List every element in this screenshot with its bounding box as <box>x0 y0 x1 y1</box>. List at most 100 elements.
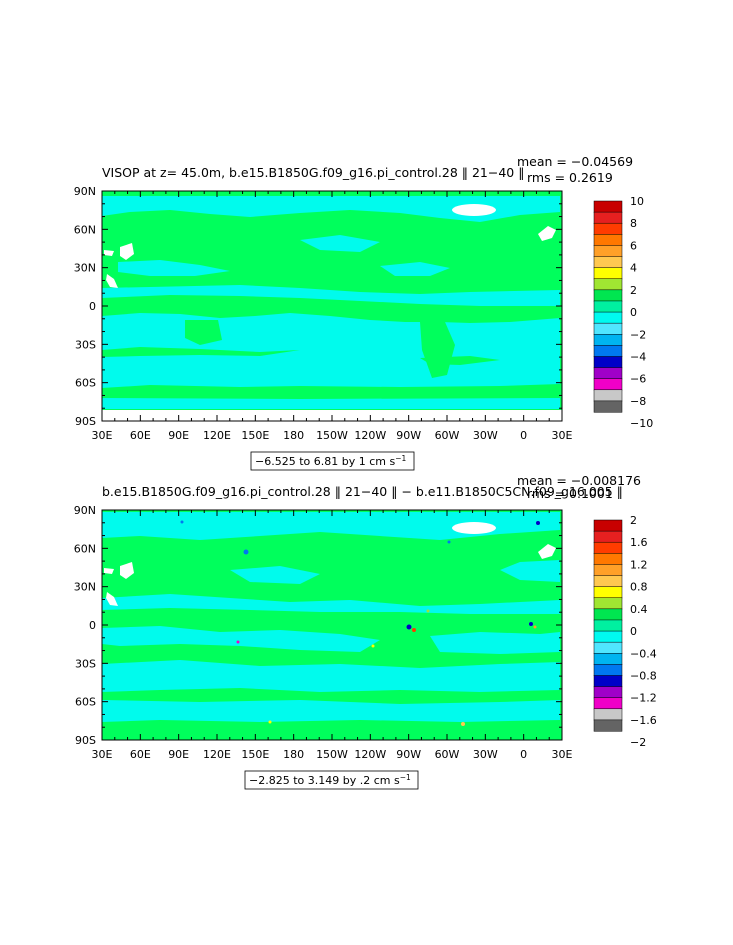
colorbar-swatch <box>593 564 623 577</box>
y-tick-label: 30S <box>75 338 96 351</box>
colorbar-label: 10 <box>630 195 644 208</box>
anomaly-spots <box>180 520 540 726</box>
colorbar-swatch <box>593 575 623 588</box>
colorbar-swatch <box>593 211 623 224</box>
axis-ticks <box>101 509 563 741</box>
y-tick-label: 60S <box>75 377 96 390</box>
y-tick-label: 0 <box>89 300 96 313</box>
colorbar-swatch <box>593 256 623 269</box>
x-tick-label: 120E <box>203 748 231 761</box>
colorbar-swatch <box>593 530 623 543</box>
colorbar-label: −2 <box>630 736 646 749</box>
map-field <box>102 191 562 421</box>
y-axis-labels: 90N 60N 30N 0 30S 60S 90S <box>74 185 96 428</box>
x-tick-label: 0 <box>520 429 527 442</box>
colorbar-swatch <box>593 541 623 554</box>
axis-ticks <box>101 190 563 422</box>
x-tick-label: 60W <box>435 748 460 761</box>
colorbar-label: −8 <box>630 395 646 408</box>
x-tick-label: 150E <box>241 429 269 442</box>
x-tick-label: 60E <box>130 429 151 442</box>
y-tick-label: 60N <box>74 223 96 236</box>
x-tick-label: 30E <box>552 748 573 761</box>
colorbar-label: 4 <box>630 262 637 275</box>
x-tick-label: 120E <box>203 429 231 442</box>
colorbar-label: 2 <box>630 284 637 297</box>
colorbar-swatch <box>593 311 623 324</box>
colorbar-label: 6 <box>630 239 637 252</box>
colorbar-label: −6 <box>630 373 646 386</box>
x-tick-label: 60W <box>435 429 460 442</box>
ocean-regions <box>102 512 560 722</box>
masked-areas <box>104 522 556 606</box>
x-tick-label: 30E <box>92 429 113 442</box>
colorbar: 10 8 6 4 2 0 −2 −4 −6 −8 −10 <box>593 195 653 430</box>
panel-top: VISOP at z= 45.0m, b.e15.B1850G.f09_g16.… <box>74 154 653 471</box>
colorbar-swatch <box>593 641 623 654</box>
colorbar-swatch <box>593 234 623 246</box>
colorbar-swatch <box>593 553 623 565</box>
colorbar-swatch <box>593 367 623 380</box>
panel-title: b.e15.B1850G.f09_g16.pi_control.28 ‖ 21−… <box>102 484 623 499</box>
x-tick-label: 90W <box>396 748 421 761</box>
colorbar-label: 1.2 <box>630 558 648 571</box>
x-tick-label: 150W <box>316 429 348 442</box>
x-tick-label: 30W <box>473 748 498 761</box>
x-tick-label: 180 <box>283 748 304 761</box>
y-tick-label: 30N <box>74 581 96 594</box>
colorbar-swatch <box>593 378 623 391</box>
x-tick-label: 30E <box>552 429 573 442</box>
colorbar-swatch <box>593 708 623 721</box>
colorbar-label: −1.2 <box>630 692 657 705</box>
x-tick-label: 120W <box>354 429 386 442</box>
x-tick-label: 0 <box>520 748 527 761</box>
range-unit-exponent: −1 <box>400 773 411 782</box>
colorbar-label: −2 <box>630 328 646 341</box>
stat-mean: mean = −0.008176 <box>517 473 641 488</box>
colorbar-swatch <box>593 608 623 621</box>
colorbar-swatch <box>593 597 623 610</box>
x-tick-label: 150E <box>241 748 269 761</box>
colorbar-label: −10 <box>630 417 653 430</box>
colorbar-label: −1.6 <box>630 714 657 727</box>
colorbar-swatch <box>593 267 623 280</box>
range-unit-exponent: −1 <box>395 454 406 463</box>
y-tick-label: 0 <box>89 619 96 632</box>
stat-rms: rms = 0.1001 <box>527 486 613 501</box>
y-tick-label: 90S <box>75 415 96 428</box>
colorbar-swatch <box>593 686 623 699</box>
land-patches <box>102 320 560 398</box>
x-tick-label: 180 <box>283 429 304 442</box>
x-tick-label: 90E <box>168 748 189 761</box>
colorbar-swatch <box>593 519 623 532</box>
colorbar-label: 0 <box>630 306 637 319</box>
stat-mean: mean = −0.04569 <box>517 154 633 169</box>
colorbar-label: 1.6 <box>630 536 648 549</box>
colorbar-swatch <box>593 400 623 413</box>
colorbar-swatch <box>593 675 623 688</box>
colorbar-label: −0.4 <box>630 647 657 660</box>
colorbar-swatch <box>593 719 623 732</box>
x-tick-label: 60E <box>130 748 151 761</box>
range-box <box>244 770 419 790</box>
x-tick-label: 120W <box>354 748 386 761</box>
colorbar-swatch <box>593 245 623 258</box>
colorbar-swatch <box>593 653 623 665</box>
x-axis-labels: 30E 60E 90E 120E 150E 180 150W 120W 90W 60W 30W 0 30… <box>92 429 573 442</box>
range-box <box>250 451 415 471</box>
colorbar: 2 1.6 1.2 0.8 0.4 0 −0.4 −0.8 −1.2 −1.6 −2 <box>593 514 657 749</box>
colorbar-swatch <box>593 345 623 358</box>
panel-bottom: b.e15.B1850G.f09_g16.pi_control.28 ‖ 21−… <box>74 473 657 790</box>
colorbar-label: 0 <box>630 625 637 638</box>
range-label: −6.525 to 6.81 by 1 cm s−1 <box>255 454 407 468</box>
y-tick-label: 90N <box>74 504 96 517</box>
colorbar-swatch <box>593 586 623 599</box>
colorbar-swatch <box>593 356 623 369</box>
colorbar-swatch <box>593 222 623 235</box>
range-label: −2.825 to 3.149 by .2 cm s−1 <box>249 773 411 787</box>
y-axis-labels: 90N 60N 30N 0 30S 60S 90S <box>74 504 96 747</box>
colorbar-swatch <box>593 389 623 402</box>
colorbar-label: 8 <box>630 217 637 230</box>
colorbar-swatch <box>593 322 623 335</box>
colorbar-label: 0.4 <box>630 603 648 616</box>
